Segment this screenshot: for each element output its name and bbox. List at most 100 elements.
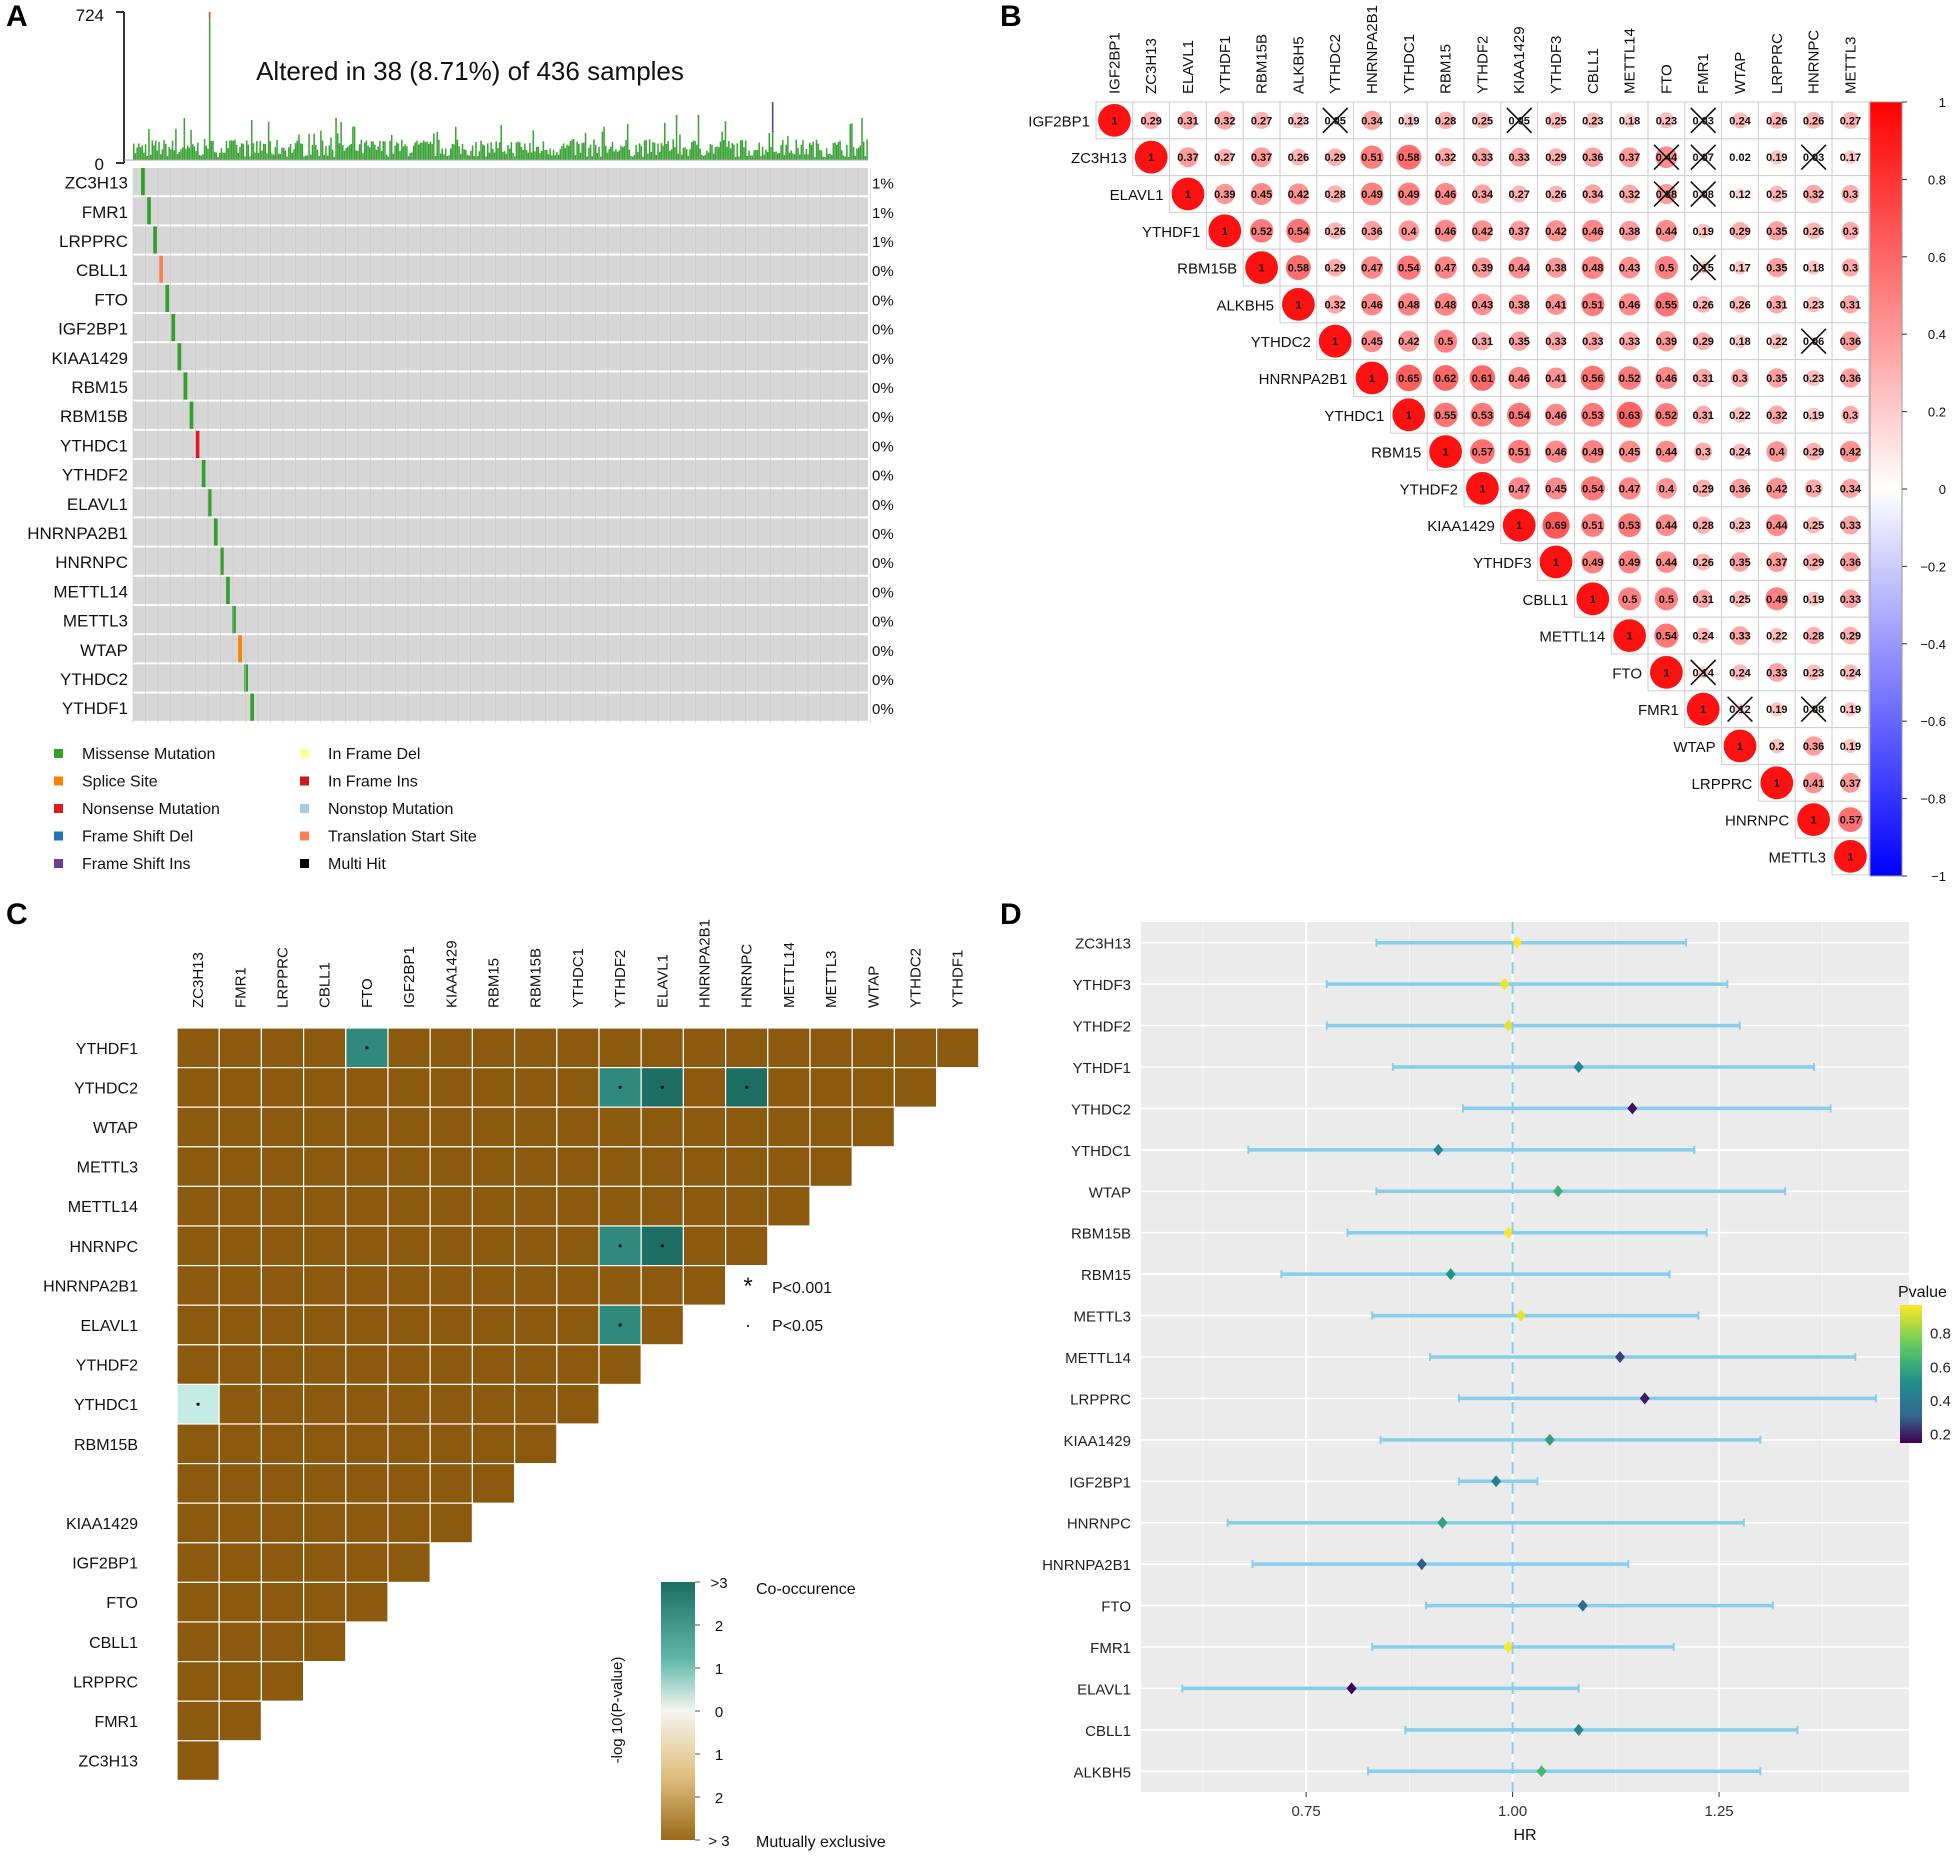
corr-circle: [1398, 220, 1420, 242]
sample-bar: [605, 145, 607, 160]
corr-cell: [1610, 506, 1649, 545]
corr-value-label: 1: [1663, 667, 1669, 679]
cooc-row-label: IGF2BP1: [72, 1556, 138, 1573]
forest-gene-label: FTO: [1101, 1599, 1131, 1616]
cooc-row-label: LRPPRC: [73, 1674, 138, 1691]
legend-swatch: [54, 859, 63, 868]
sample-bar: [293, 149, 295, 160]
cooc-cell: [429, 1502, 474, 1544]
cooc-col-label: IGF2BP1: [401, 946, 418, 1008]
corr-circle: [1769, 702, 1784, 717]
sample-bar: [325, 146, 327, 160]
corr-row-label: HNRNPA2B1: [1259, 371, 1348, 388]
corr-value-label: 0.18: [1803, 263, 1824, 275]
sample-bar: [303, 156, 305, 160]
sample-bar: [428, 143, 430, 160]
corr-value-label: 0.53: [1472, 410, 1493, 422]
corr-circle: [1547, 148, 1565, 166]
cooc-cell: [303, 1185, 347, 1227]
cooc-cell: [345, 1067, 389, 1108]
cooc-cell: [218, 1265, 262, 1306]
corr-value-label: 0.43: [1472, 299, 1493, 311]
corr-col-label: ELAVL1: [1180, 40, 1197, 94]
forest-gene-label: RBM15B: [1071, 1226, 1131, 1243]
sample-bar: [746, 156, 749, 160]
sample-bar: [291, 152, 293, 160]
corr-circle: [1616, 401, 1643, 428]
forest-legend-tick-label: 0.6: [1930, 1359, 1951, 1376]
sample-bar: [181, 147, 184, 160]
sample-bar: [438, 139, 440, 160]
corr-cross-mark: [1800, 144, 1827, 171]
sample-bar: [335, 118, 337, 160]
sample-bar: [143, 152, 145, 160]
cooc-cell: [176, 1621, 220, 1663]
corr-circle: [1250, 183, 1273, 205]
corr-value-label: 1: [1774, 778, 1780, 790]
corr-value-label: 0.24: [1729, 115, 1751, 127]
sample-bar: [389, 140, 391, 160]
oncoplot-gene-label: RBM15B: [60, 407, 128, 426]
sample-bar: [173, 150, 175, 160]
sample-bar: [213, 152, 216, 160]
corr-circle: [1545, 257, 1567, 278]
cooc-col-label: METTL3: [823, 950, 840, 1008]
forest-gene-label: FMR1: [1090, 1640, 1131, 1657]
corr-circle: [1730, 478, 1750, 499]
sample-bar: [156, 150, 159, 160]
corr-value-label: 0.27: [1508, 189, 1529, 201]
corr-circle: [1545, 367, 1567, 389]
corr-value-label: 0.33: [1840, 594, 1861, 606]
corr-circle: [1397, 293, 1421, 316]
sample-bar: [859, 145, 862, 160]
corr-circle: [1655, 440, 1678, 463]
sample-bar: [689, 149, 691, 160]
corr-value-label: 0.47: [1619, 483, 1640, 495]
corr-cell: [1610, 579, 1649, 618]
corr-value-label: 0.44: [1656, 557, 1678, 569]
sample-bar: [571, 139, 573, 160]
corr-col-label: YTHDF2: [1474, 36, 1491, 94]
corr-value-label: 0.31: [1692, 410, 1713, 422]
sample-bar: [763, 154, 765, 160]
sample-bar: [625, 139, 627, 160]
corr-circle: [1767, 405, 1787, 425]
sample-bar: [750, 155, 752, 160]
corr-circle: [1507, 439, 1531, 464]
corr-circle: [1806, 591, 1821, 606]
corr-circle: [1694, 332, 1712, 351]
sample-bar: [395, 142, 398, 160]
cooc-cell: [260, 1344, 305, 1385]
sample-bar: [360, 139, 363, 160]
sample-bar: [222, 152, 224, 160]
cooc-colorbar-tick-label: > 3: [708, 1833, 729, 1850]
legend-label: Frame Shift Del: [82, 829, 193, 846]
sample-bar: [739, 140, 742, 160]
cooc-cell: [303, 1462, 347, 1504]
legend-label: Missense Mutation: [82, 746, 215, 763]
corr-value-label: 0.38: [1545, 263, 1566, 275]
corr-value-label: 1: [1222, 226, 1228, 238]
cooc-cell: [471, 1462, 516, 1504]
corr-value-label: 0.49: [1619, 557, 1640, 569]
sample-bar: [264, 143, 267, 160]
cooc-row-label: HNRNPA2B1: [43, 1278, 138, 1295]
sample-bar: [834, 142, 836, 160]
sample-bar: [655, 154, 658, 160]
corr-value-label: 0.37: [1619, 152, 1640, 164]
corr-circle: [1840, 478, 1860, 498]
forest-hr-point: [1544, 1433, 1555, 1446]
sample-bar: [283, 147, 285, 160]
cooc-cell: [471, 1423, 516, 1465]
legend-swatch: [54, 804, 63, 813]
sample-bar: [830, 155, 833, 160]
oncoplot-mutation-mark: [232, 606, 236, 634]
sample-bar: [576, 141, 578, 160]
sample-bar: [637, 152, 639, 160]
corr-value-label: 0.29: [1692, 336, 1713, 348]
corr-value-label: 0.26: [1324, 226, 1345, 238]
cooc-col-label: METTL14: [781, 942, 798, 1008]
sample-bar: [776, 153, 779, 160]
corr-value-label: 0.61: [1472, 373, 1493, 385]
corr-cross-mark: [1690, 181, 1717, 207]
